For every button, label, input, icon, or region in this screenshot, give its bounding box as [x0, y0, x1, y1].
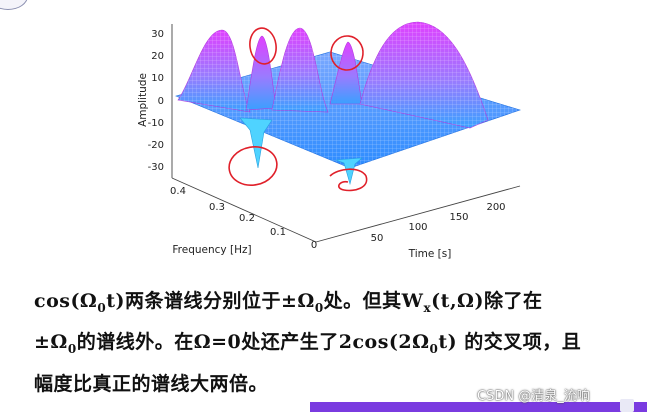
time-tick: 200 — [486, 202, 505, 213]
amplitude-tick: -20 — [148, 140, 164, 151]
time-tick: 50 — [371, 233, 384, 244]
frequency-tick: 0.4 — [170, 186, 186, 197]
annotation-circle — [329, 168, 368, 192]
frequency-tick: 0.1 — [270, 227, 286, 238]
amplitude-tick: -10 — [148, 118, 164, 129]
frequency-ticks: 0.4 0.3 0.2 0.1 0 — [170, 186, 317, 251]
axes-box — [171, 24, 521, 243]
amplitude-axis-label: Amplitude — [137, 73, 149, 127]
amplitude-tick: 0 — [158, 96, 164, 107]
time-tick: 100 — [408, 222, 427, 233]
surface-dip-left — [239, 117, 273, 169]
text-line-1: cos(Ω0t)两条谱线分别位于±Ω0处。但其Wx(t,Ω)除了在 — [34, 290, 543, 315]
amplitude-tick: 20 — [151, 51, 164, 62]
annotation-circle — [228, 146, 278, 186]
frequency-tick: 0.2 — [239, 213, 255, 224]
frequency-tick: 0 — [311, 240, 317, 251]
time-ticks: 50 100 150 200 — [371, 202, 506, 244]
time-axis-label: Time [s] — [408, 248, 452, 260]
amplitude-tick: 30 — [151, 29, 164, 40]
frequency-tick: 0.3 — [209, 202, 225, 213]
text-line-2: ±Ω0的谱线外。在Ω=0处还产生了2cos(2Ω0t) 的交叉项，且 — [34, 331, 582, 356]
frequency-axis-label: Frequency [Hz] — [172, 244, 251, 256]
footer-bar — [310, 402, 647, 412]
text-line-3: 幅度比真正的谱线大两倍。 — [34, 373, 269, 395]
amplitude-ticks: 30 20 10 0 -10 -20 -30 — [148, 29, 164, 173]
corner-logo-icon — [620, 399, 634, 412]
annotation-marks — [228, 27, 368, 192]
watermark: CSDN @清泉_流响 — [477, 389, 590, 404]
amplitude-tick: 10 — [151, 73, 164, 84]
surface-dip-bottom — [335, 157, 363, 186]
amplitude-tick: -30 — [148, 162, 164, 173]
time-tick: 150 — [449, 212, 468, 223]
annotation-circle — [330, 35, 364, 71]
wigner-distribution-3d-plot: 30 20 10 0 -10 -20 -30 Amplitude 0.4 0.3… — [137, 21, 521, 260]
annotation-circle — [249, 27, 277, 65]
